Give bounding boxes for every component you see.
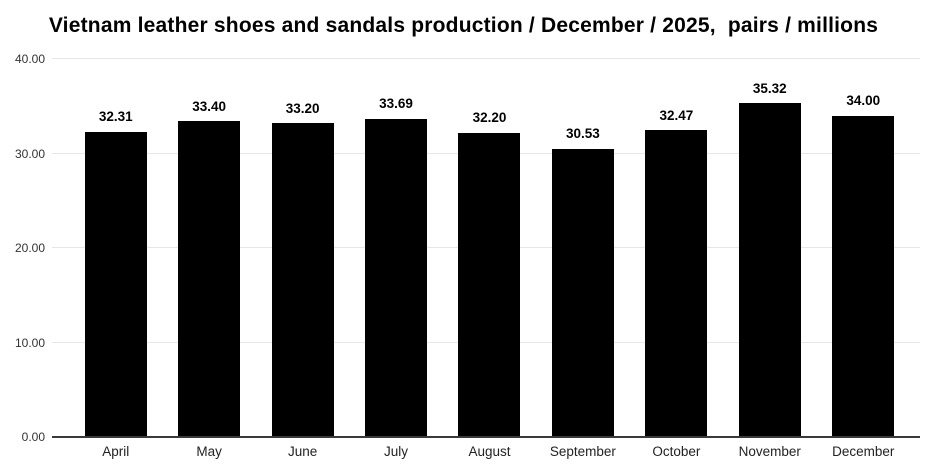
chart-title: Vietnam leather shoes and sandals produc…: [48, 14, 879, 37]
bar-december: 34.00: [832, 94, 895, 437]
bar-slot: 32.47: [630, 59, 723, 437]
x-axis-category-label: September: [549, 444, 616, 459]
x-axis-line: [52, 436, 920, 438]
bar-slot: 30.53: [536, 59, 629, 437]
plot-area: 0.00 10.00 20.00 30.00 40.00 32.31 33.40 33.20…: [15, 52, 920, 459]
bar-value-label: 32.31: [98, 109, 133, 125]
bar-value-label: 33.20: [285, 100, 320, 116]
bar-slot: 33.40: [162, 59, 255, 437]
bar-slot: 32.20: [443, 59, 536, 437]
bar-slot: 33.20: [256, 59, 349, 437]
x-axis-category-label: December: [832, 444, 895, 459]
bar-value-label: 30.53: [566, 126, 600, 141]
x-axis-labels: April May June July August September October No…: [52, 444, 920, 459]
y-axis-tick-label: 0.00: [21, 430, 45, 444]
y-axis-tick-label: 20.00: [14, 241, 45, 255]
bar-value-label: 33.40: [192, 98, 227, 114]
bar-august: 32.20: [458, 111, 521, 437]
bar-slot: 32.31: [69, 59, 162, 437]
bar-june: 33.20: [271, 102, 334, 437]
bar-value-label: 33.69: [379, 96, 413, 112]
x-axis-category-label: August: [468, 444, 511, 459]
y-axis-tick-label: 30.00: [14, 146, 45, 161]
bar-april: 32.31: [84, 110, 147, 437]
bar-november: 35.32: [738, 82, 801, 437]
bar-october: 32.47: [645, 109, 708, 437]
x-axis-category-label: November: [738, 444, 801, 459]
bar-value-label: 35.32: [752, 80, 787, 96]
bar-value-label: 34.00: [846, 93, 881, 109]
bar-july: 33.69: [365, 97, 428, 437]
y-axis-tick-label: 10.00: [14, 335, 45, 350]
bar-september: 30.53: [551, 127, 614, 437]
x-axis-category-label: July: [384, 444, 409, 459]
x-axis-category-label: October: [652, 444, 701, 459]
bar-slot: 34.00: [817, 59, 910, 437]
bar-value-label: 32.20: [472, 110, 507, 126]
x-axis-category-label: April: [102, 444, 130, 459]
y-axis-tick-label: 40.00: [14, 52, 45, 66]
bar-slot: 33.69: [349, 59, 442, 437]
bar-slot: 35.32: [723, 59, 816, 437]
bars-container: 32.31 33.40 33.20 33.69 32.20 30.53 32.47 35.32…: [52, 59, 920, 437]
x-axis-category-label: May: [196, 444, 222, 459]
gridline: [52, 58, 920, 59]
x-axis-category-label: June: [287, 444, 318, 459]
bar-value-label: 32.47: [659, 107, 694, 123]
bar-may: 33.40: [178, 100, 241, 437]
